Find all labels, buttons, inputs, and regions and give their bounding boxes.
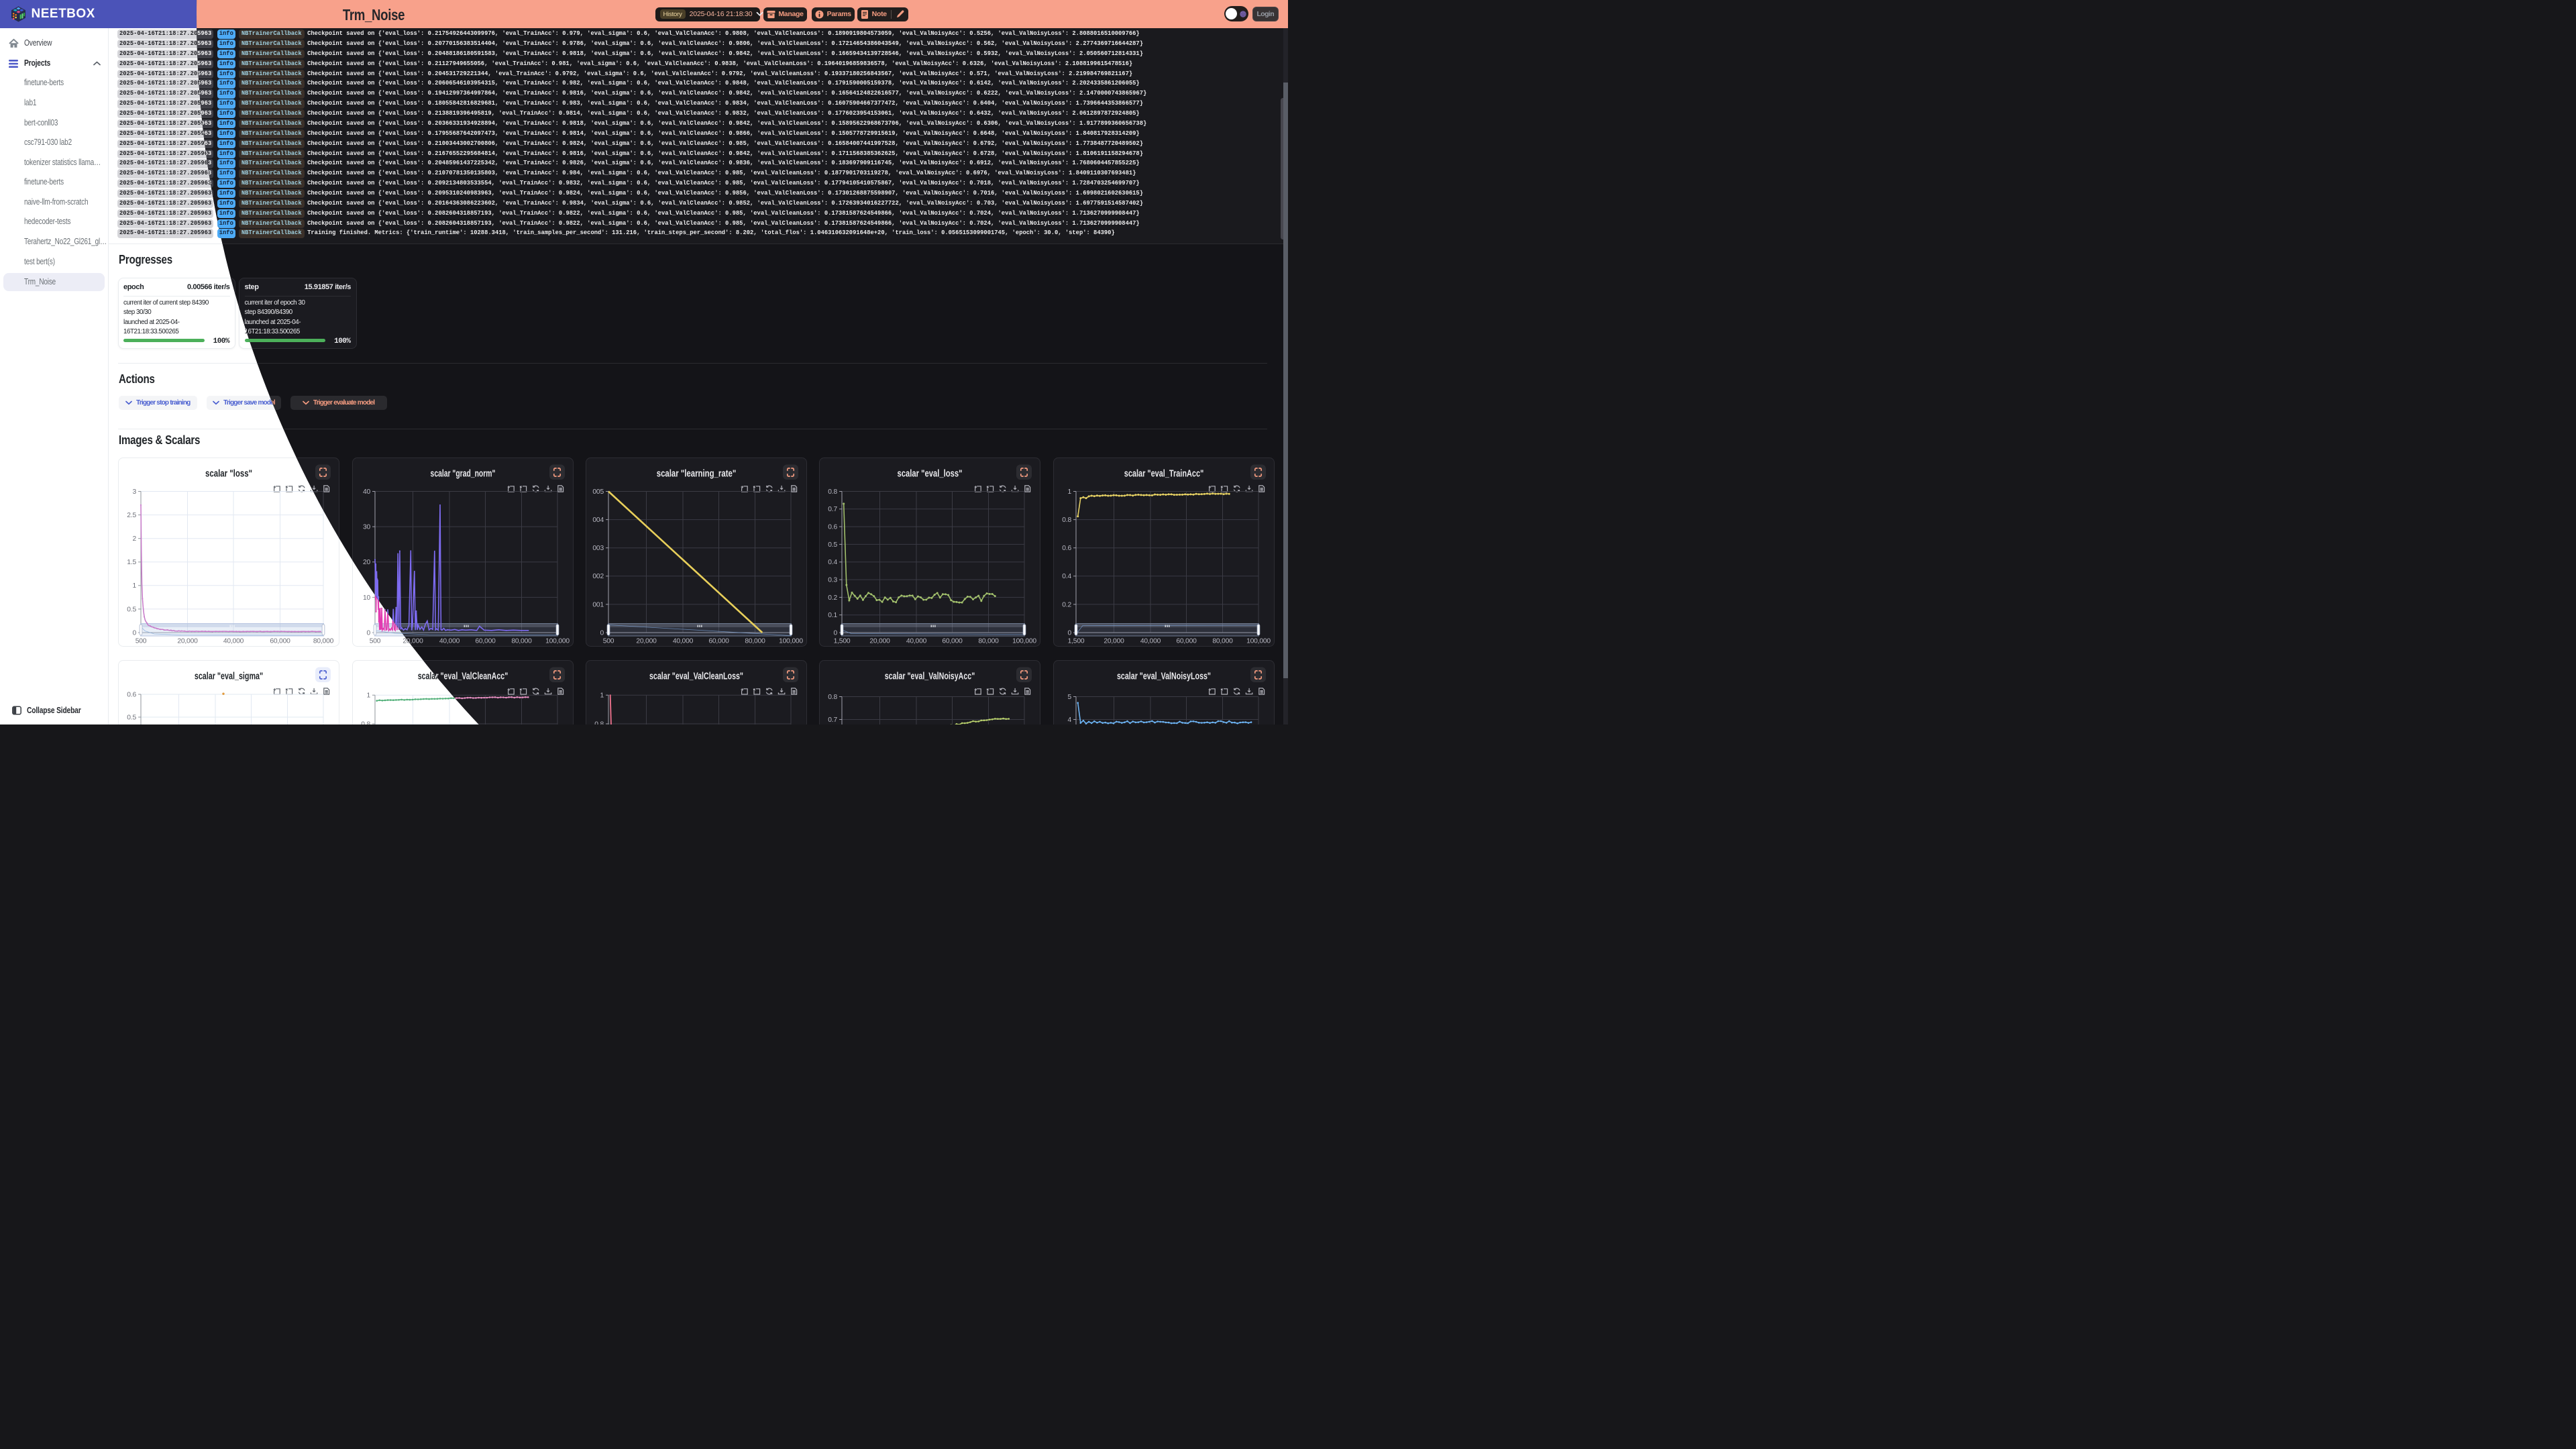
svg-text:scalar "eval_sigma": scalar "eval_sigma" [195, 671, 263, 682]
svg-text:1,500: 1,500 [1067, 637, 1084, 645]
svg-text:scalar "grad_norm": scalar "grad_norm" [430, 468, 495, 479]
svg-text:80,000: 80,000 [1212, 637, 1233, 645]
svg-text:0.1: 0.1 [828, 612, 837, 619]
svg-text:0.8: 0.8 [828, 693, 837, 700]
svg-text:0: 0 [132, 629, 136, 637]
svg-text:scalar "learning_rate": scalar "learning_rate" [657, 468, 737, 479]
svg-text:1: 1 [132, 582, 136, 590]
svg-text:60,000: 60,000 [1176, 637, 1197, 645]
svg-text:1: 1 [1067, 488, 1071, 495]
svg-text:10: 10 [362, 594, 370, 601]
svg-text:0.7: 0.7 [828, 716, 837, 723]
svg-text:2: 2 [132, 535, 136, 543]
svg-text:0.2: 0.2 [828, 594, 837, 601]
svg-text:20,000: 20,000 [402, 637, 423, 645]
svg-text:40,000: 40,000 [223, 637, 244, 645]
svg-text:40,000: 40,000 [1140, 637, 1161, 645]
svg-text:0.3: 0.3 [828, 576, 837, 584]
svg-text:scalar "eval_ValCleanLoss": scalar "eval_ValCleanLoss" [649, 671, 743, 682]
svg-text:0.7: 0.7 [828, 506, 837, 513]
svg-text:40,000: 40,000 [673, 637, 694, 645]
svg-text:80,000: 80,000 [745, 637, 765, 645]
svg-text:0.8: 0.8 [361, 720, 370, 724]
svg-text:scalar "eval_TrainAcc": scalar "eval_TrainAcc" [1124, 468, 1203, 479]
svg-text:5: 5 [1067, 693, 1071, 700]
svg-text:3: 3 [132, 488, 136, 495]
svg-text:500: 500 [136, 637, 147, 645]
svg-text:60,000: 60,000 [708, 637, 729, 645]
svg-text:005: 005 [592, 488, 604, 495]
svg-text:60,000: 60,000 [942, 637, 963, 645]
svg-text:100,000: 100,000 [1246, 637, 1271, 645]
svg-text:0: 0 [366, 629, 370, 637]
svg-text:20: 20 [362, 559, 370, 566]
svg-text:40: 40 [362, 488, 370, 495]
svg-text:scalar "eval_ValNoisyLoss": scalar "eval_ValNoisyLoss" [1117, 671, 1211, 682]
svg-text:0.5: 0.5 [828, 541, 837, 548]
svg-text:500: 500 [369, 637, 380, 645]
svg-text:80,000: 80,000 [978, 637, 999, 645]
svg-text:0.8: 0.8 [828, 488, 837, 495]
svg-text:scalar "eval_loss": scalar "eval_loss" [898, 468, 963, 479]
svg-text:4: 4 [1067, 716, 1071, 723]
svg-text:60,000: 60,000 [270, 637, 290, 645]
svg-text:1: 1 [366, 692, 370, 699]
svg-text:40,000: 40,000 [439, 637, 460, 645]
svg-text:002: 002 [592, 573, 604, 580]
svg-text:1: 1 [600, 692, 604, 699]
svg-text:20,000: 20,000 [1104, 637, 1124, 645]
svg-text:scalar "eval_ValNoisyAcc": scalar "eval_ValNoisyAcc" [885, 671, 975, 682]
svg-text:0.8: 0.8 [1062, 517, 1071, 524]
svg-text:0.5: 0.5 [127, 714, 136, 721]
svg-text:40,000: 40,000 [906, 637, 927, 645]
svg-text:0: 0 [1067, 629, 1071, 637]
svg-text:100,000: 100,000 [545, 637, 570, 645]
svg-text:004: 004 [592, 517, 604, 524]
svg-text:0.2: 0.2 [1062, 601, 1071, 608]
svg-text:0.5: 0.5 [127, 606, 136, 613]
svg-text:20,000: 20,000 [869, 637, 890, 645]
svg-text:scalar "loss": scalar "loss" [205, 468, 252, 479]
svg-text:0: 0 [600, 629, 604, 637]
svg-text:0.6: 0.6 [127, 691, 136, 698]
svg-text:1.5: 1.5 [127, 559, 136, 566]
svg-text:100,000: 100,000 [779, 637, 803, 645]
svg-text:0: 0 [833, 629, 837, 637]
svg-text:20,000: 20,000 [177, 637, 198, 645]
svg-text:60,000: 60,000 [475, 637, 496, 645]
svg-text:2.5: 2.5 [127, 512, 136, 519]
svg-text:80,000: 80,000 [313, 637, 334, 645]
svg-text:001: 001 [592, 601, 604, 608]
svg-text:0.6: 0.6 [1062, 545, 1071, 552]
svg-text:0.4: 0.4 [1062, 573, 1071, 580]
svg-text:1,500: 1,500 [834, 637, 851, 645]
svg-text:100,000: 100,000 [1012, 637, 1036, 645]
svg-text:30: 30 [362, 523, 370, 531]
svg-text:0.6: 0.6 [828, 523, 837, 531]
svg-text:20,000: 20,000 [636, 637, 657, 645]
svg-text:80,000: 80,000 [511, 637, 532, 645]
svg-text:0.4: 0.4 [828, 559, 837, 566]
svg-text:0.8: 0.8 [594, 720, 604, 724]
svg-text:500: 500 [603, 637, 614, 645]
svg-text:scalar "eval_ValCleanAcc": scalar "eval_ValCleanAcc" [417, 671, 508, 682]
svg-text:003: 003 [592, 545, 604, 552]
